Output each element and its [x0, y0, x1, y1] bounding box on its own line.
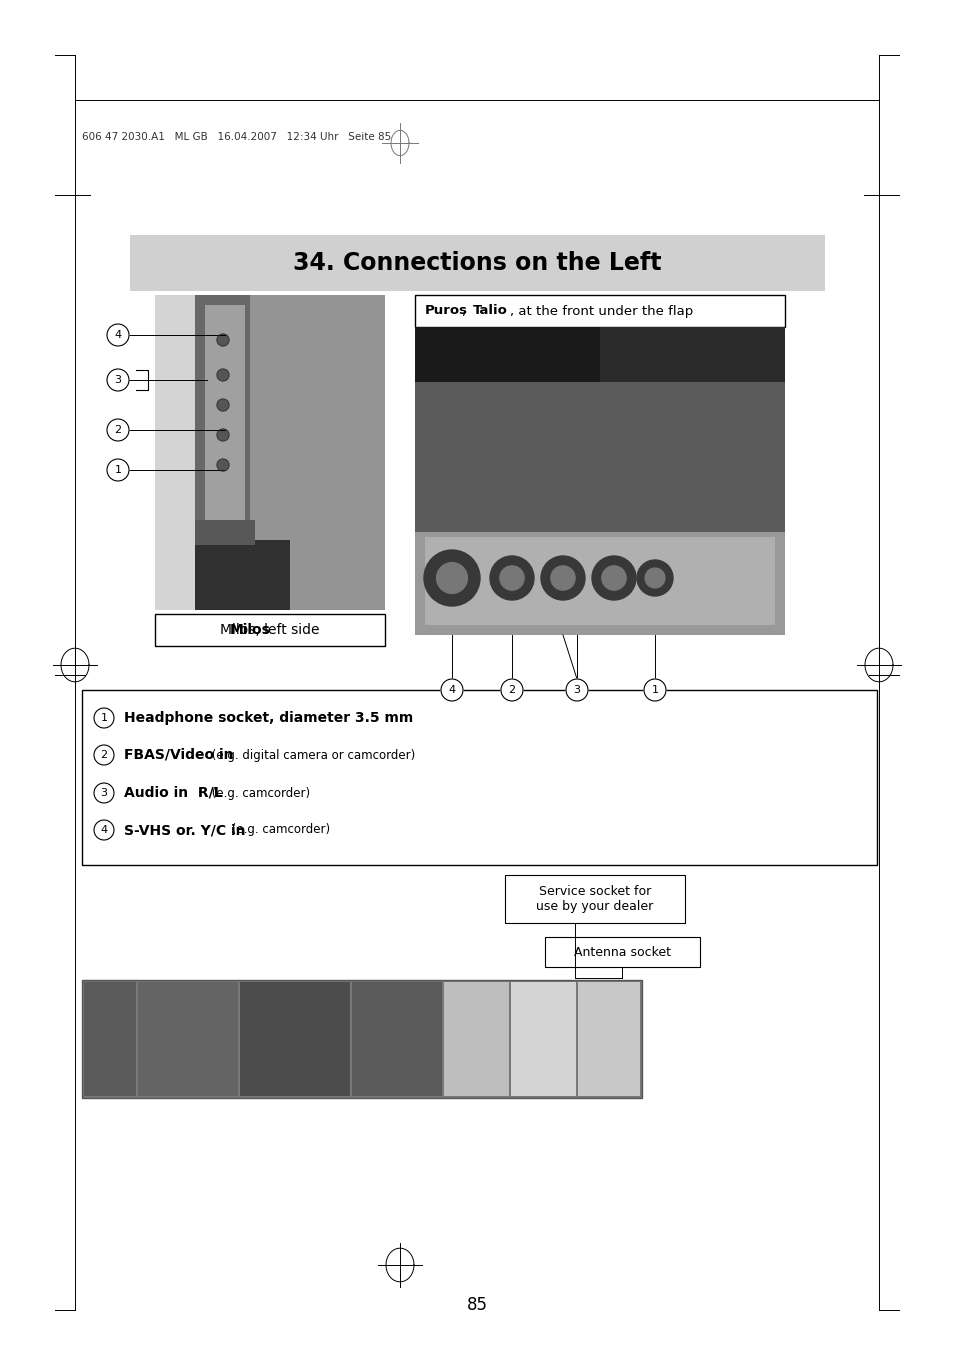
Bar	[250, 295, 385, 611]
Circle shape	[500, 680, 522, 701]
Circle shape	[490, 557, 534, 600]
Text: 3: 3	[114, 376, 121, 385]
Bar	[443, 982, 509, 1096]
Text: Talio: Talio	[473, 304, 507, 317]
Text: FBAS/Video in: FBAS/Video in	[124, 748, 233, 762]
Bar	[82, 690, 876, 865]
Circle shape	[550, 566, 575, 590]
Text: 1: 1	[100, 713, 108, 723]
Bar	[352, 982, 441, 1096]
Bar	[415, 295, 784, 327]
Text: S-VHS or. Y/C in: S-VHS or. Y/C in	[124, 823, 245, 838]
Text: Antenna socket: Antenna socket	[574, 946, 670, 958]
Circle shape	[216, 334, 229, 346]
Circle shape	[107, 459, 129, 481]
Bar	[138, 982, 237, 1096]
Circle shape	[440, 680, 462, 701]
Bar	[511, 982, 576, 1096]
Text: 606 47 2030.A1   ML GB   16.04.2007   12:34 Uhr   Seite 85: 606 47 2030.A1 ML GB 16.04.2007 12:34 Uh…	[82, 132, 391, 142]
Bar	[154, 613, 385, 646]
Bar	[424, 536, 774, 626]
Circle shape	[216, 399, 229, 411]
Circle shape	[601, 566, 625, 590]
Bar	[599, 327, 784, 382]
Bar	[504, 875, 684, 923]
Circle shape	[540, 557, 584, 600]
Circle shape	[216, 430, 229, 440]
Bar	[415, 327, 784, 635]
Text: ,: ,	[461, 304, 470, 317]
Text: , at the front under the flap: , at the front under the flap	[510, 304, 693, 317]
Text: 3: 3	[573, 685, 579, 694]
Bar	[194, 520, 254, 544]
Bar	[205, 305, 245, 540]
Circle shape	[107, 324, 129, 346]
Circle shape	[94, 708, 113, 728]
Circle shape	[643, 680, 665, 701]
Bar	[130, 235, 824, 290]
Circle shape	[94, 784, 113, 802]
Circle shape	[592, 557, 636, 600]
Text: Milos, left side: Milos, left side	[220, 623, 319, 638]
Bar	[578, 982, 639, 1096]
Text: (e.g. camcorder): (e.g. camcorder)	[209, 786, 311, 800]
Bar	[84, 982, 136, 1096]
Text: 1: 1	[651, 685, 658, 694]
Circle shape	[107, 419, 129, 440]
Text: Milos: Milos	[230, 623, 270, 638]
Bar	[240, 982, 350, 1096]
Circle shape	[216, 459, 229, 471]
Text: Audio in  R/L: Audio in R/L	[124, 786, 222, 800]
Bar	[194, 295, 250, 611]
Text: 4: 4	[100, 825, 108, 835]
Text: 4: 4	[114, 330, 121, 340]
Text: Puros: Puros	[424, 304, 468, 317]
Bar	[154, 295, 385, 611]
Text: (e.g. camcorder): (e.g. camcorder)	[228, 824, 330, 836]
Circle shape	[436, 562, 467, 593]
Bar	[544, 938, 700, 967]
Bar	[194, 540, 290, 611]
Text: 85: 85	[466, 1296, 487, 1315]
Bar	[154, 295, 194, 611]
Text: (e.g. digital camera or camcorder): (e.g. digital camera or camcorder)	[209, 748, 416, 762]
Bar	[82, 979, 641, 1098]
Bar	[415, 327, 784, 382]
Circle shape	[644, 569, 664, 588]
Circle shape	[423, 550, 479, 607]
Circle shape	[216, 369, 229, 381]
Text: Headphone socket, diameter 3.5 mm: Headphone socket, diameter 3.5 mm	[124, 711, 413, 725]
Text: 34. Connections on the Left: 34. Connections on the Left	[293, 251, 660, 276]
Text: 4: 4	[448, 685, 456, 694]
Circle shape	[565, 680, 587, 701]
Text: 2: 2	[114, 426, 121, 435]
Text: 3: 3	[100, 788, 108, 798]
Circle shape	[107, 369, 129, 390]
Circle shape	[499, 566, 523, 590]
Circle shape	[94, 820, 113, 840]
Circle shape	[94, 744, 113, 765]
Text: 2: 2	[100, 750, 108, 761]
Bar	[415, 532, 784, 635]
Circle shape	[637, 561, 672, 596]
Text: 1: 1	[114, 465, 121, 476]
Bar	[415, 382, 784, 532]
Text: 2: 2	[508, 685, 515, 694]
Text: Service socket for
use by your dealer: Service socket for use by your dealer	[536, 885, 653, 913]
